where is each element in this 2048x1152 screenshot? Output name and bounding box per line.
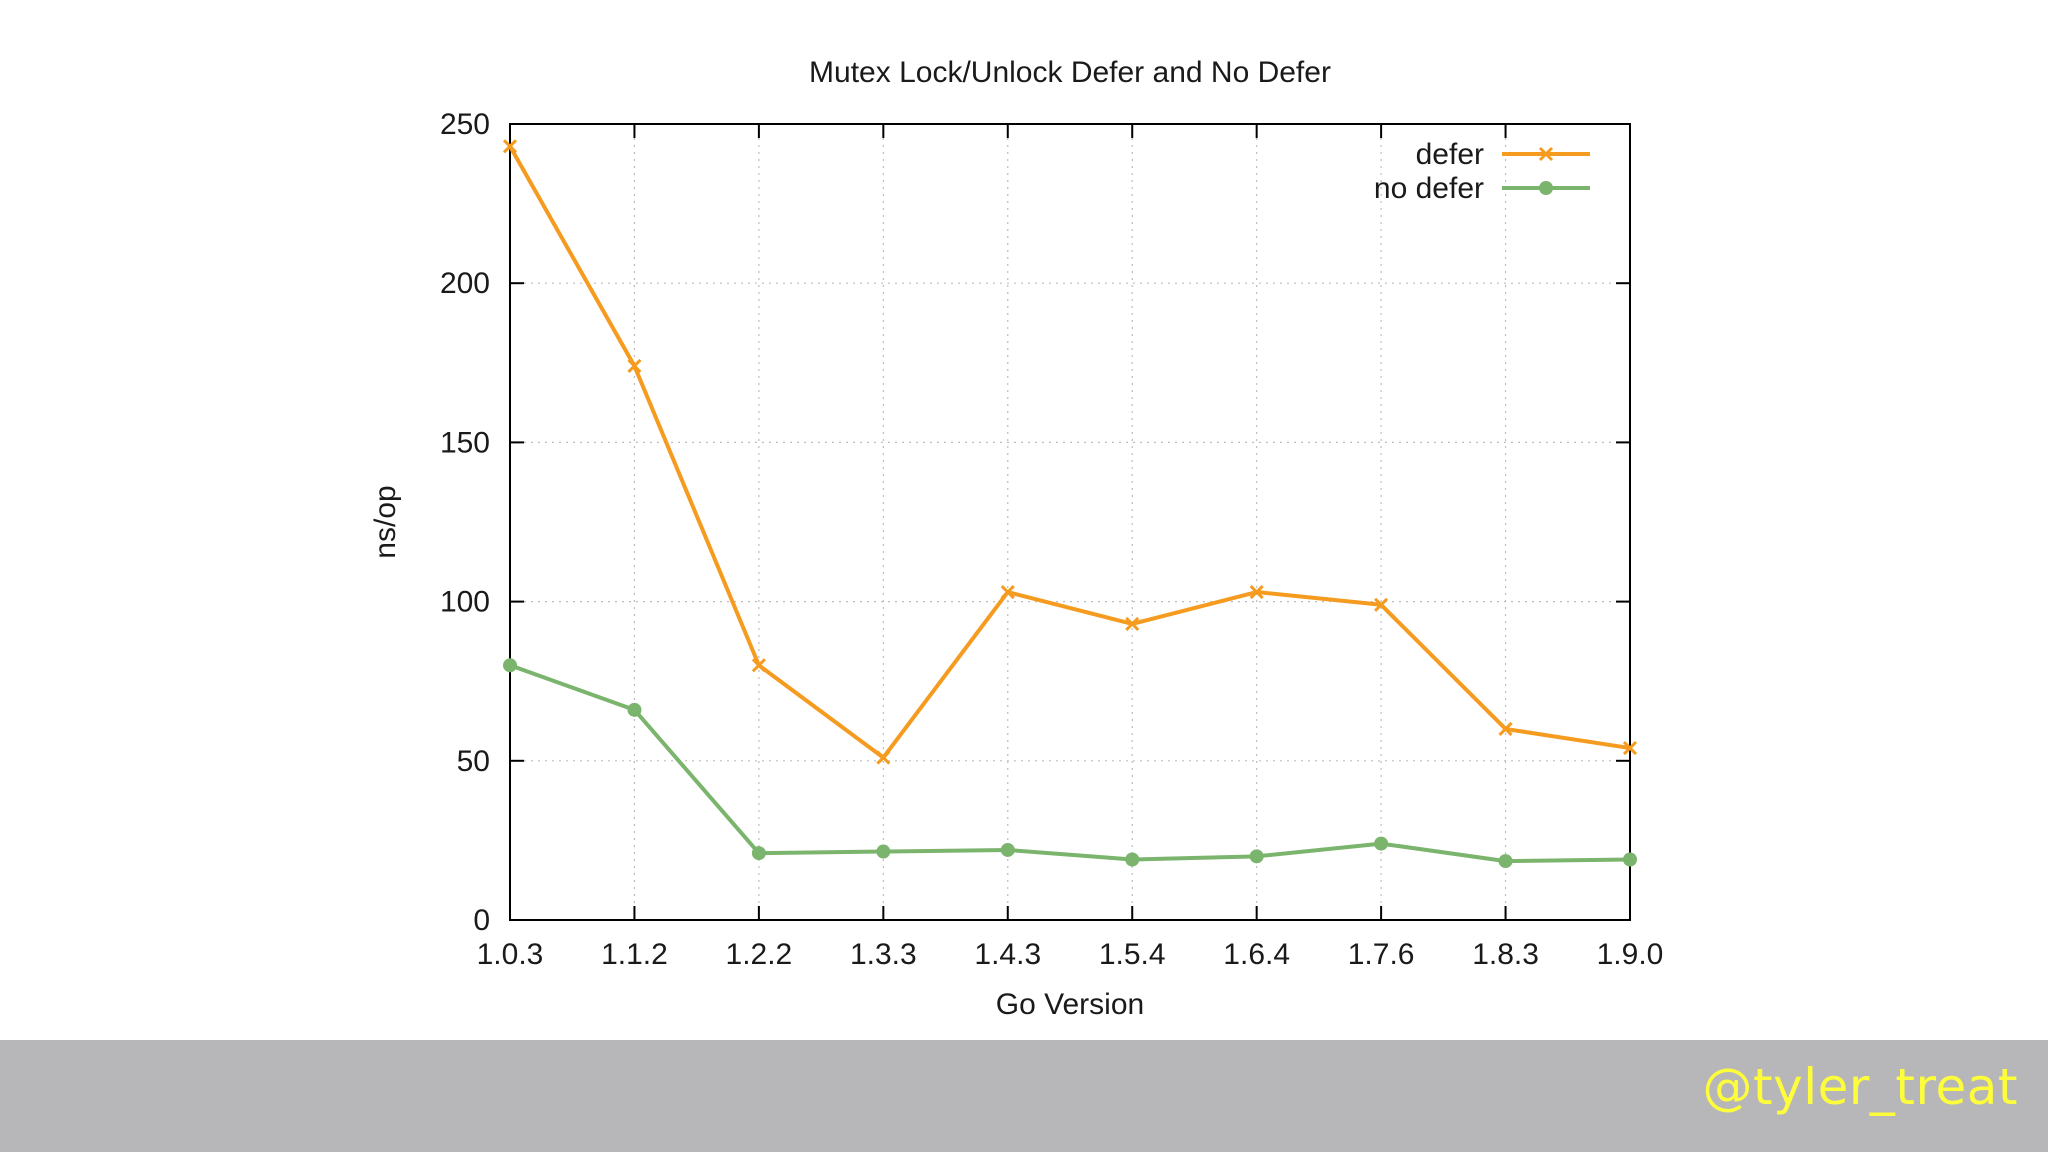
data-point-defer (876, 750, 891, 765)
data-point-defer (627, 358, 642, 374)
data-point-no-defer (1498, 854, 1513, 869)
series-line-defer (508, 145, 1631, 760)
data-point-defer (502, 139, 518, 154)
chart-title: Mutex Lock/Unlock Defer and No Defer (809, 56, 1331, 89)
x-tick-label: 1.3.3 (850, 938, 917, 971)
y-tick-label: 150 (440, 426, 490, 459)
data-point-no-defer (1125, 852, 1140, 867)
y-tick-label: 50 (457, 745, 490, 778)
grid-lines (510, 124, 1630, 920)
data-point-no-defer (627, 702, 642, 717)
data-point-no-defer (503, 658, 517, 673)
legend-marker-defer (1538, 146, 1554, 162)
axis-ticks (509, 123, 1631, 921)
x-tick-label: 1.2.2 (726, 938, 793, 971)
series-line-no-defer (509, 663, 1631, 864)
legend-label-no-defer: no defer (1374, 172, 1484, 205)
plot-frame (509, 123, 1631, 921)
legend-label-defer: defer (1416, 138, 1484, 171)
x-axis-label: Go Version (996, 988, 1144, 1021)
data-point-no-defer (1249, 849, 1264, 864)
data-point-no-defer (1000, 842, 1015, 857)
x-tick-label: 1.1.2 (601, 938, 668, 971)
data-point-no-defer (876, 844, 891, 859)
data-point-defer (1622, 741, 1638, 756)
y-axis-label: ns/op (369, 485, 402, 558)
data-point-no-defer (751, 846, 766, 861)
data-point-no-defer (1623, 852, 1637, 867)
data-point-no-defer (1374, 836, 1389, 851)
tick-labels: 0 50 100 150 200 250 1.0.3 1.1.2 1.2.2 1.3.3 1.4.3… (440, 108, 1663, 971)
data-point-defer (1498, 721, 1513, 737)
y-tick-label: 100 (440, 586, 490, 619)
y-tick-label: 0 (473, 904, 490, 937)
x-tick-label: 1.8.3 (1472, 938, 1539, 971)
series-lines (502, 139, 1638, 869)
y-tick-label: 200 (440, 267, 490, 300)
data-point-defer (1374, 597, 1389, 612)
chart: 0 50 100 150 200 250 1.0.3 1.1.2 1.2.2 1.3.3 1.4.3… (369, 56, 1663, 1021)
x-tick-label: 1.6.4 (1223, 938, 1290, 971)
x-tick-label: 1.5.4 (1099, 938, 1166, 971)
data-point-defer (751, 658, 766, 673)
x-tick-label: 1.0.3 (477, 938, 544, 971)
data-point-defer (1125, 616, 1140, 631)
x-tick-label: 1.7.6 (1348, 938, 1415, 971)
data-point-defer (1249, 584, 1264, 600)
data-point-defer (1000, 584, 1015, 600)
footer-bar: @tyler_treat (0, 1040, 2048, 1152)
legend-marker-no-defer (1539, 181, 1553, 195)
twitter-handle: @tyler_treat (1702, 1058, 2018, 1116)
y-tick-label: 250 (440, 108, 490, 141)
x-tick-label: 1.9.0 (1597, 938, 1664, 971)
x-tick-label: 1.4.3 (974, 938, 1041, 971)
